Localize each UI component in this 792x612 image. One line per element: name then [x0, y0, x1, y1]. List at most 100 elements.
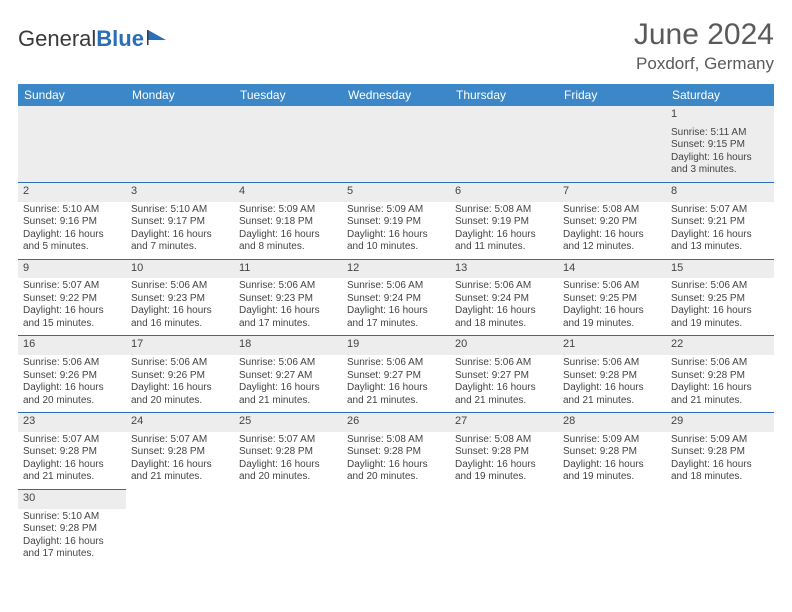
- day-number: 5: [347, 185, 445, 199]
- day-number: 4: [239, 185, 337, 199]
- month-title: June 2024: [634, 18, 774, 52]
- weekday-header: Saturday: [666, 84, 774, 106]
- day-number: 10: [131, 262, 229, 276]
- cell-sunrise: Sunrise: 5:07 AM: [23, 280, 121, 293]
- day-number: 14: [563, 262, 661, 276]
- cell-sunset: Sunset: 9:28 PM: [563, 446, 661, 459]
- day-number: 3: [131, 185, 229, 199]
- weekday-header: Wednesday: [342, 84, 450, 106]
- day-number: 19: [347, 338, 445, 352]
- cell-daylight: Daylight: 16 hours and 21 minutes.: [455, 382, 553, 407]
- cell-sunrise: Sunrise: 5:08 AM: [455, 204, 553, 217]
- calendar-cell: 6Sunrise: 5:08 AMSunset: 9:19 PMDaylight…: [450, 182, 558, 259]
- calendar-row: 1Sunrise: 5:11 AMSunset: 9:15 PMDaylight…: [18, 106, 774, 182]
- calendar-cell: [450, 489, 558, 565]
- cell-sunset: Sunset: 9:28 PM: [671, 446, 769, 459]
- cell-daylight: Daylight: 16 hours and 5 minutes.: [23, 229, 121, 254]
- day-number: 29: [671, 415, 769, 429]
- cell-daylight: Daylight: 16 hours and 7 minutes.: [131, 229, 229, 254]
- calendar-cell: 30Sunrise: 5:10 AMSunset: 9:28 PMDayligh…: [18, 489, 126, 565]
- day-number: 8: [671, 185, 769, 199]
- day-number: 23: [23, 415, 121, 429]
- cell-sunset: Sunset: 9:28 PM: [671, 370, 769, 383]
- day-number: 16: [23, 338, 121, 352]
- cell-sunrise: Sunrise: 5:08 AM: [563, 204, 661, 217]
- logo: GeneralBlue: [18, 26, 170, 52]
- cell-sunrise: Sunrise: 5:07 AM: [23, 434, 121, 447]
- cell-sunset: Sunset: 9:28 PM: [347, 446, 445, 459]
- calendar-cell: 26Sunrise: 5:08 AMSunset: 9:28 PMDayligh…: [342, 413, 450, 490]
- cell-sunrise: Sunrise: 5:06 AM: [563, 357, 661, 370]
- cell-sunset: Sunset: 9:27 PM: [455, 370, 553, 383]
- calendar-row: 2Sunrise: 5:10 AMSunset: 9:16 PMDaylight…: [18, 182, 774, 259]
- day-number: 18: [239, 338, 337, 352]
- logo-flag-icon: [146, 28, 170, 46]
- calendar-cell: [558, 106, 666, 182]
- day-number: 21: [563, 338, 661, 352]
- cell-sunrise: Sunrise: 5:06 AM: [347, 280, 445, 293]
- calendar-cell: 4Sunrise: 5:09 AMSunset: 9:18 PMDaylight…: [234, 182, 342, 259]
- logo-text-1: General: [18, 26, 96, 52]
- cell-daylight: Daylight: 16 hours and 21 minutes.: [671, 382, 769, 407]
- cell-daylight: Daylight: 16 hours and 21 minutes.: [23, 459, 121, 484]
- calendar-cell: 9Sunrise: 5:07 AMSunset: 9:22 PMDaylight…: [18, 259, 126, 336]
- cell-daylight: Daylight: 16 hours and 18 minutes.: [455, 305, 553, 330]
- cell-sunrise: Sunrise: 5:10 AM: [23, 204, 121, 217]
- calendar-cell: 7Sunrise: 5:08 AMSunset: 9:20 PMDaylight…: [558, 182, 666, 259]
- calendar-row: 9Sunrise: 5:07 AMSunset: 9:22 PMDaylight…: [18, 259, 774, 336]
- calendar-cell: [18, 106, 126, 182]
- cell-daylight: Daylight: 16 hours and 12 minutes.: [563, 229, 661, 254]
- cell-sunset: Sunset: 9:26 PM: [131, 370, 229, 383]
- cell-sunset: Sunset: 9:16 PM: [23, 216, 121, 229]
- day-number: 15: [671, 262, 769, 276]
- logo-text-2: Blue: [96, 26, 144, 52]
- cell-daylight: Daylight: 16 hours and 20 minutes.: [23, 382, 121, 407]
- location: Poxdorf, Germany: [634, 54, 774, 74]
- calendar-cell: 18Sunrise: 5:06 AMSunset: 9:27 AMDayligh…: [234, 336, 342, 413]
- cell-sunset: Sunset: 9:23 PM: [131, 293, 229, 306]
- cell-sunset: Sunset: 9:28 PM: [131, 446, 229, 459]
- cell-sunrise: Sunrise: 5:07 AM: [671, 204, 769, 217]
- day-number: 30: [23, 492, 121, 506]
- day-number: 6: [455, 185, 553, 199]
- calendar-cell: 8Sunrise: 5:07 AMSunset: 9:21 PMDaylight…: [666, 182, 774, 259]
- cell-sunset: Sunset: 9:23 PM: [239, 293, 337, 306]
- cell-sunrise: Sunrise: 5:10 AM: [131, 204, 229, 217]
- cell-sunset: Sunset: 9:28 PM: [23, 446, 121, 459]
- cell-daylight: Daylight: 16 hours and 3 minutes.: [671, 152, 769, 177]
- day-number: 11: [239, 262, 337, 276]
- cell-sunset: Sunset: 9:27 AM: [239, 370, 337, 383]
- cell-sunrise: Sunrise: 5:06 AM: [131, 357, 229, 370]
- cell-daylight: Daylight: 16 hours and 17 minutes.: [239, 305, 337, 330]
- cell-sunrise: Sunrise: 5:09 AM: [563, 434, 661, 447]
- calendar-cell: 5Sunrise: 5:09 AMSunset: 9:19 PMDaylight…: [342, 182, 450, 259]
- cell-daylight: Daylight: 16 hours and 19 minutes.: [671, 305, 769, 330]
- cell-daylight: Daylight: 16 hours and 18 minutes.: [671, 459, 769, 484]
- cell-sunrise: Sunrise: 5:07 AM: [131, 434, 229, 447]
- cell-daylight: Daylight: 16 hours and 16 minutes.: [131, 305, 229, 330]
- cell-sunrise: Sunrise: 5:06 AM: [671, 280, 769, 293]
- day-number: 13: [455, 262, 553, 276]
- cell-daylight: Daylight: 16 hours and 11 minutes.: [455, 229, 553, 254]
- cell-sunrise: Sunrise: 5:06 AM: [455, 280, 553, 293]
- cell-daylight: Daylight: 16 hours and 15 minutes.: [23, 305, 121, 330]
- calendar-cell: 27Sunrise: 5:08 AMSunset: 9:28 PMDayligh…: [450, 413, 558, 490]
- cell-sunrise: Sunrise: 5:08 AM: [455, 434, 553, 447]
- cell-daylight: Daylight: 16 hours and 13 minutes.: [671, 229, 769, 254]
- calendar-cell: [234, 106, 342, 182]
- calendar-cell: [342, 489, 450, 565]
- day-number: 7: [563, 185, 661, 199]
- cell-sunrise: Sunrise: 5:09 AM: [239, 204, 337, 217]
- calendar-cell: [234, 489, 342, 565]
- cell-sunrise: Sunrise: 5:09 AM: [671, 434, 769, 447]
- cell-sunrise: Sunrise: 5:06 AM: [239, 357, 337, 370]
- cell-sunrise: Sunrise: 5:10 AM: [23, 511, 121, 524]
- cell-sunset: Sunset: 9:26 PM: [23, 370, 121, 383]
- calendar-cell: 10 Sunrise: 5:06 AMSunset: 9:23 PMDayligh…: [126, 259, 234, 336]
- cell-sunset: Sunset: 9:17 PM: [131, 216, 229, 229]
- day-number: 24: [131, 415, 229, 429]
- cell-sunrise: Sunrise: 5:06 AM: [131, 280, 229, 293]
- day-number: 27: [455, 415, 553, 429]
- day-number: 28: [563, 415, 661, 429]
- cell-sunset: Sunset: 9:24 PM: [347, 293, 445, 306]
